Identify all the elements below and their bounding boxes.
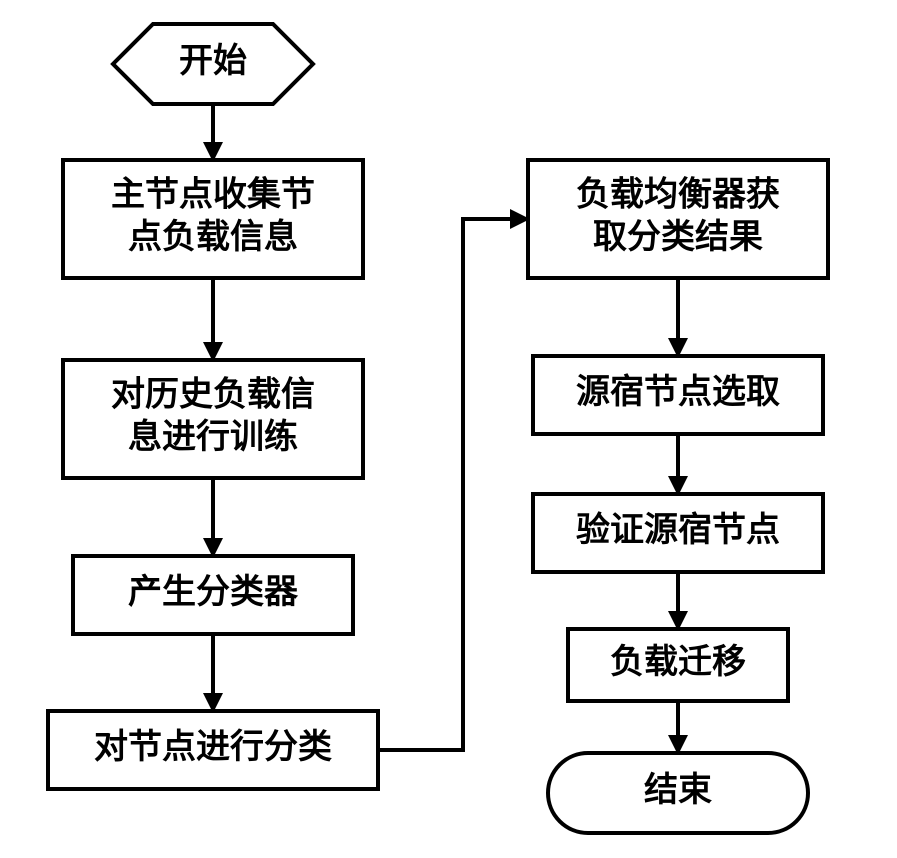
node-n1-label-1: 点负载信息: [128, 217, 298, 256]
node-n7: 验证源宿节点: [533, 494, 823, 572]
node-n5-label-0: 负载均衡器获: [576, 176, 780, 214]
flowchart-container: 开始主节点收集节点负载信息对历史负载信息进行训练产生分类器对节点进行分类负载均衡…: [0, 0, 897, 858]
node-end-label-0: 结束: [644, 771, 712, 809]
edge-n4-n5: [378, 219, 528, 750]
node-n3: 产生分类器: [73, 556, 353, 634]
node-n8: 负载迁移: [568, 629, 788, 701]
node-n2-label-1: 息进行训练: [128, 417, 298, 456]
node-n5-label-1: 取分类结果: [593, 218, 763, 256]
node-n6: 源宿节点选取: [533, 356, 823, 434]
node-n5: 负载均衡器获取分类结果: [528, 160, 828, 278]
node-n3-label-0: 产生分类器: [128, 573, 299, 611]
flowchart: 开始主节点收集节点负载信息对历史负载信息进行训练产生分类器对节点进行分类负载均衡…: [0, 0, 897, 858]
node-n1: 主节点收集节点负载信息: [63, 160, 363, 278]
node-n7-label-0: 验证源宿节点: [576, 510, 780, 549]
node-start-label-0: 开始: [179, 42, 247, 80]
node-end: 结束: [548, 753, 808, 833]
node-n6-label-0: 源宿节点选取: [576, 373, 780, 411]
node-n2: 对历史负载信息进行训练: [63, 360, 363, 478]
node-n4-label-0: 对节点进行分类: [94, 728, 332, 766]
node-n1-label-0: 主节点收集节: [111, 176, 315, 214]
node-start: 开始: [113, 24, 313, 104]
node-n8-label-0: 负载迁移: [610, 643, 746, 681]
node-n4: 对节点进行分类: [48, 711, 378, 789]
node-n2-label-0: 对历史负载信: [111, 376, 315, 414]
